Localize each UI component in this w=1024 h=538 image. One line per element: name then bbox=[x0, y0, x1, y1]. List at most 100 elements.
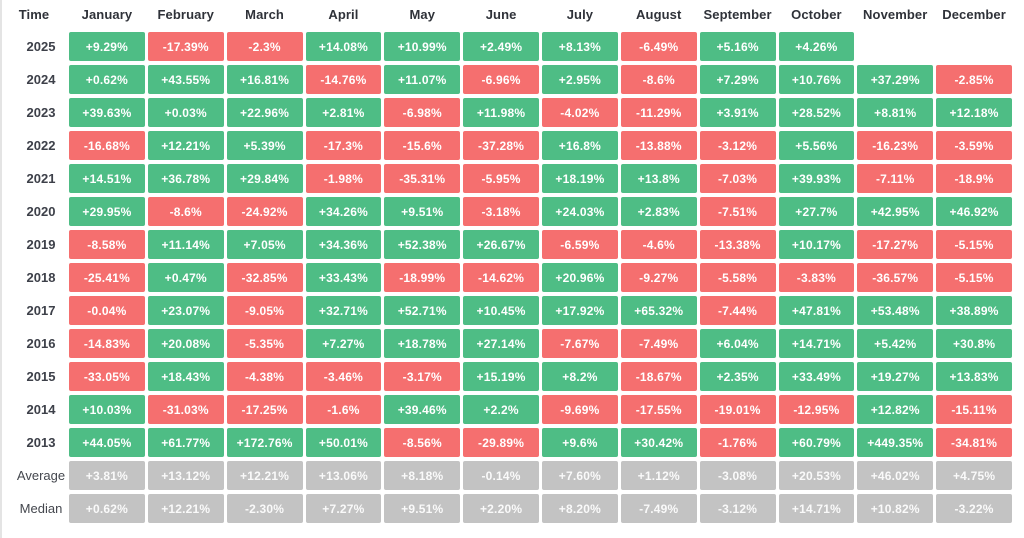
return-cell: -6.49% bbox=[620, 32, 697, 61]
return-cell: +9.6% bbox=[542, 428, 618, 457]
return-cell: -8.58% bbox=[69, 230, 145, 259]
return-cell: -4.02% bbox=[542, 98, 618, 127]
return-cell: +12.18% bbox=[936, 98, 1012, 127]
return-cell: -17.39% bbox=[147, 32, 224, 61]
month-header-april: April bbox=[328, 6, 359, 22]
return-cell: +17.92% bbox=[542, 296, 618, 325]
return-cell: +2.20% bbox=[463, 494, 539, 523]
return-cell: -1.98% bbox=[305, 164, 382, 193]
return-cell: -3.17% bbox=[384, 362, 461, 391]
return-cell: -32.85% bbox=[226, 263, 303, 292]
return-cell: -18.9% bbox=[936, 164, 1012, 193]
return-cell: +14.71% bbox=[778, 494, 855, 523]
return-cell: +12.21% bbox=[147, 494, 224, 523]
return-cell: +6.04% bbox=[699, 329, 776, 358]
row-label-2018: 2018 bbox=[26, 270, 56, 285]
return-cell: +24.03% bbox=[542, 197, 618, 226]
return-cell: +0.62% bbox=[69, 65, 145, 94]
return-cell: +34.36% bbox=[305, 230, 382, 259]
return-cell: -37.28% bbox=[463, 131, 539, 160]
return-cell: +11.07% bbox=[384, 65, 461, 94]
return-cell: +0.03% bbox=[147, 98, 224, 127]
return-cell: +22.96% bbox=[226, 98, 303, 127]
return-cell: +39.46% bbox=[384, 395, 461, 424]
return-cell: +7.27% bbox=[305, 329, 382, 358]
month-header-september: September bbox=[703, 6, 772, 22]
return-cell: +5.16% bbox=[699, 32, 776, 61]
return-cell: +7.29% bbox=[699, 65, 776, 94]
return-cell: +7.60% bbox=[542, 461, 618, 490]
row-label-2013: 2013 bbox=[26, 435, 56, 450]
return-cell: +29.84% bbox=[226, 164, 303, 193]
return-cell: +10.82% bbox=[857, 494, 934, 523]
return-cell: +13.12% bbox=[147, 461, 224, 490]
return-cell: -29.89% bbox=[463, 428, 539, 457]
return-cell: +14.51% bbox=[69, 164, 145, 193]
month-header-may: May bbox=[409, 6, 436, 22]
return-cell: -6.96% bbox=[463, 65, 539, 94]
return-cell: -7.44% bbox=[699, 296, 776, 325]
return-cell: -18.99% bbox=[384, 263, 461, 292]
return-cell bbox=[857, 32, 933, 61]
return-cell: -2.85% bbox=[936, 65, 1012, 94]
return-cell: +8.81% bbox=[857, 98, 934, 127]
returns-table: Time January February March April May June July… bbox=[2, 0, 1012, 523]
return-cell: -2.3% bbox=[226, 32, 303, 61]
return-cell: -1.76% bbox=[699, 428, 776, 457]
return-cell: +27.14% bbox=[463, 329, 539, 358]
return-cell: +36.78% bbox=[147, 164, 224, 193]
return-cell: +12.21% bbox=[226, 461, 303, 490]
return-cell: +11.98% bbox=[463, 98, 539, 127]
return-cell: +2.2% bbox=[463, 395, 539, 424]
return-cell: -5.58% bbox=[699, 263, 776, 292]
row-label-median: Median bbox=[19, 501, 63, 516]
return-cell: +47.81% bbox=[778, 296, 855, 325]
return-cell: -0.04% bbox=[69, 296, 145, 325]
return-cell: +27.7% bbox=[778, 197, 855, 226]
return-cell: -6.59% bbox=[542, 230, 618, 259]
row-label-2016: 2016 bbox=[26, 336, 56, 351]
return-cell: +13.06% bbox=[305, 461, 382, 490]
return-cell: -9.69% bbox=[542, 395, 618, 424]
return-cell: +50.01% bbox=[305, 428, 382, 457]
row-label-2020: 2020 bbox=[26, 204, 56, 219]
return-cell: -0.14% bbox=[463, 461, 539, 490]
return-cell: +13.8% bbox=[620, 164, 697, 193]
return-cell: -7.49% bbox=[620, 329, 697, 358]
return-cell: -24.92% bbox=[226, 197, 303, 226]
return-cell: +14.08% bbox=[305, 32, 382, 61]
return-cell: +172.76% bbox=[226, 428, 303, 457]
return-cell: +9.29% bbox=[69, 32, 145, 61]
return-cell: +53.48% bbox=[857, 296, 934, 325]
return-cell: +10.76% bbox=[778, 65, 855, 94]
return-cell: -1.6% bbox=[305, 395, 382, 424]
row-label-2015: 2015 bbox=[26, 369, 56, 384]
row-label-2021: 2021 bbox=[26, 171, 56, 186]
return-cell: +2.95% bbox=[542, 65, 618, 94]
return-cell: +9.51% bbox=[384, 197, 461, 226]
return-cell: +10.45% bbox=[463, 296, 539, 325]
return-cell: -11.29% bbox=[620, 98, 697, 127]
return-cell: +7.05% bbox=[226, 230, 303, 259]
return-cell: +8.18% bbox=[384, 461, 461, 490]
return-cell: +32.71% bbox=[305, 296, 382, 325]
return-cell: +3.81% bbox=[69, 461, 145, 490]
return-cell: -17.27% bbox=[857, 230, 934, 259]
return-cell: -15.11% bbox=[936, 395, 1012, 424]
return-cell: +16.8% bbox=[542, 131, 618, 160]
row-label-2022: 2022 bbox=[26, 138, 56, 153]
return-cell: +23.07% bbox=[147, 296, 224, 325]
row-label-2023: 2023 bbox=[26, 105, 56, 120]
return-cell: +2.35% bbox=[699, 362, 776, 391]
return-cell: -8.6% bbox=[620, 65, 697, 94]
month-header-october: October bbox=[791, 6, 842, 22]
return-cell: -9.27% bbox=[620, 263, 697, 292]
return-cell: +16.81% bbox=[226, 65, 303, 94]
return-cell: -14.62% bbox=[463, 263, 539, 292]
return-cell: +9.51% bbox=[384, 494, 461, 523]
return-cell: +37.29% bbox=[857, 65, 934, 94]
return-cell: -36.57% bbox=[857, 263, 934, 292]
row-label-2019: 2019 bbox=[26, 237, 56, 252]
return-cell: -6.98% bbox=[384, 98, 461, 127]
